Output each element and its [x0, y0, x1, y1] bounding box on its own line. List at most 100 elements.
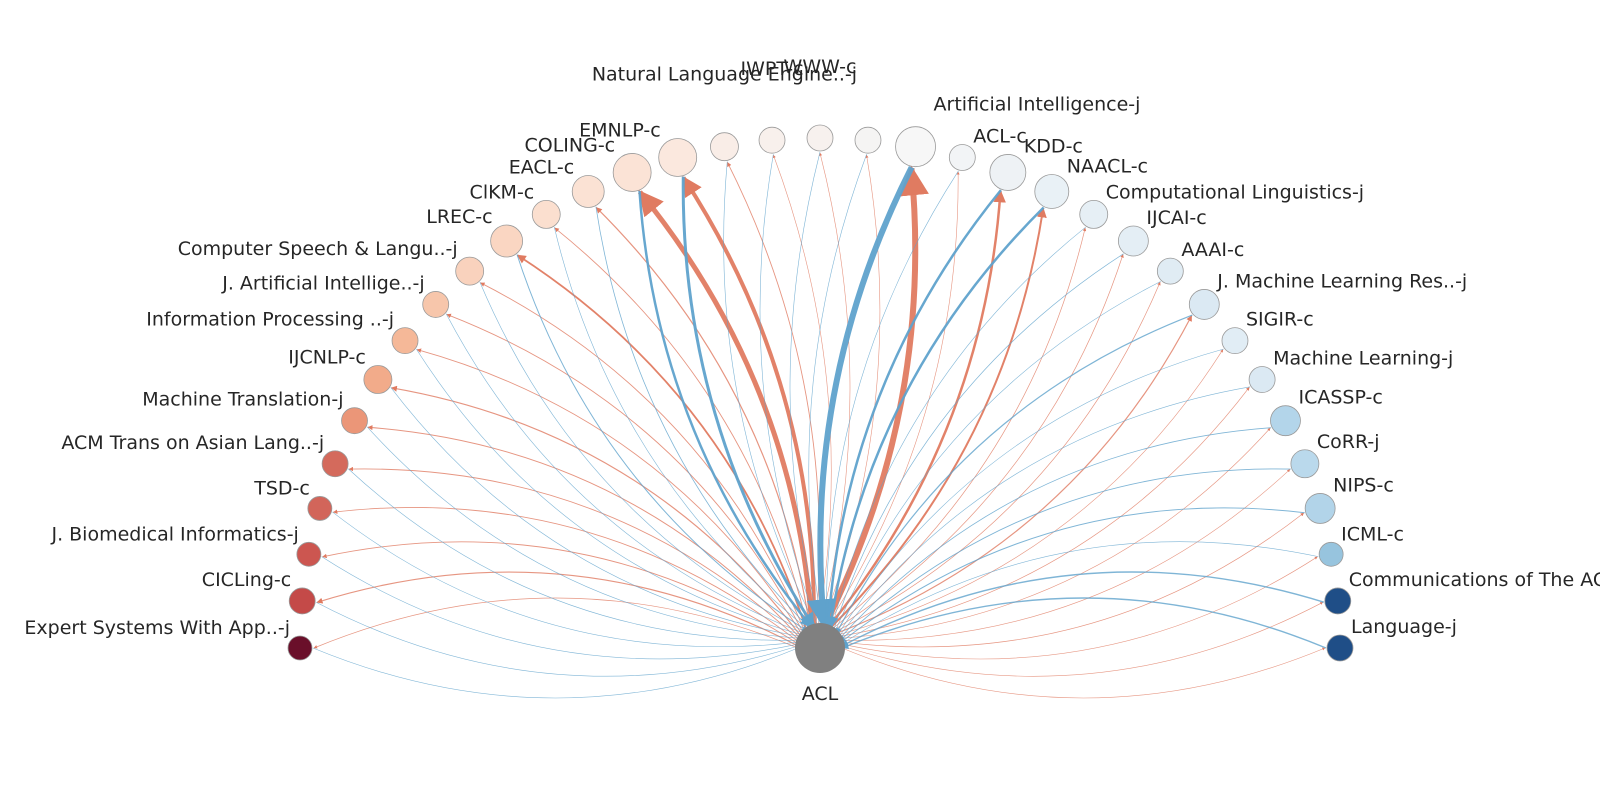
edge-out-language-j: [841, 647, 1326, 699]
node-ijcnlp-c[interactable]: [363, 365, 393, 394]
edge-out-computer-speech-langu-j: [480, 282, 806, 633]
edge-in-naacl-c: [825, 206, 1045, 630]
edge-out-information-processing-j: [416, 348, 803, 636]
node-label-natural-language-engine-j: Natural Language Engine..-j: [592, 64, 857, 86]
edge-in-j-artificial-intellige-j: [445, 313, 804, 634]
node-label-tsd-c: TSD-c: [253, 477, 310, 499]
node-communications-of-the-ac[interactable]: [1324, 587, 1352, 615]
node-label-lrec-c: LREC-c: [426, 206, 492, 228]
edge-in-icml-c: [841, 541, 1319, 645]
node-iwpt-c[interactable]: [758, 126, 786, 154]
node-tsd-c[interactable]: [307, 496, 333, 521]
edge-out-nips-c: [841, 512, 1305, 648]
node-label-icml-c: ICML-c: [1341, 523, 1404, 545]
node-label-clkm-c: ClKM-c: [470, 181, 535, 203]
edge-in-eacl-c: [595, 206, 811, 629]
edge-in-communications-of-the-ac: [841, 571, 1325, 647]
node-eacl-c[interactable]: [571, 175, 605, 208]
node-machine-learning-j[interactable]: [1248, 366, 1276, 393]
node-artificial-intelligence-j[interactable]: [895, 126, 936, 168]
edge-out-j-biomedical-informatics-j: [322, 541, 799, 645]
edge-in-emnlp-c: [681, 176, 816, 629]
node-acm-trans-on-asian-lang-j[interactable]: [321, 450, 349, 478]
center-node[interactable]: [795, 623, 845, 673]
edge-in-corr-j: [840, 468, 1291, 641]
edge-out-computational-linguistics-j: [831, 227, 1087, 630]
node-clkm-c[interactable]: [531, 199, 561, 229]
node-label-coling-c: COLING-c: [524, 134, 615, 156]
labels-layer: Expert Systems With App..-j CICLing-c J. B…: [24, 56, 1600, 639]
node-www-c[interactable]: [806, 124, 834, 152]
edge-in-expert-systems-with-app-j: [312, 647, 799, 699]
edge-out-iwpt-c: [772, 154, 832, 627]
edge-in-tsd-c: [332, 511, 800, 648]
edge-in-aaai-c: [834, 281, 1161, 633]
edge-in-ijcai-c: [832, 253, 1124, 631]
node-j-biomedical-informatics-j[interactable]: [296, 541, 322, 567]
node-aaai-c[interactable]: [1156, 257, 1184, 285]
nodes-layer: [287, 124, 1354, 662]
node-kdd-c[interactable]: [989, 154, 1027, 191]
node-j-artificial-intellige-j[interactable]: [422, 291, 450, 318]
node-computational-linguistics-j[interactable]: [1079, 199, 1109, 229]
node-corr-j[interactable]: [1290, 449, 1320, 479]
node-label-icassp-c: ICASSP-c: [1298, 387, 1382, 409]
edge-out-j-artificial-intellige-j: [446, 313, 804, 634]
node-coling-c[interactable]: [612, 153, 652, 192]
edge-out-naacl-c: [829, 207, 1047, 630]
node-information-processing-j[interactable]: [391, 327, 419, 355]
node-label-nips-c: NIPS-c: [1333, 474, 1394, 496]
edge-out-aaai-c: [834, 281, 1161, 633]
node-label-information-processing-j: Information Processing ..-j: [146, 309, 394, 331]
edge-in-natural-language-engine-j: [723, 161, 817, 627]
node-expert-systems-with-app-j[interactable]: [287, 635, 313, 661]
edge-out-communications-of-the-ac: [841, 602, 1324, 677]
edge-in-j-biomedical-informatics-j: [321, 556, 799, 660]
node-computer-speech-langu-j[interactable]: [455, 256, 485, 286]
node-label-machine-translation-j: Machine Translation-j: [142, 389, 343, 411]
node-naacl-c[interactable]: [1034, 174, 1070, 209]
node-label-eacl-c: EACL-c: [509, 156, 575, 178]
edge-out-acl-c: [825, 171, 960, 628]
edge-in-computational-linguistics-j: [830, 226, 1086, 630]
node-cicling-c[interactable]: [288, 587, 316, 615]
edge-in-information-processing-j: [416, 348, 803, 636]
node-label-j-machine-learning-res-j: J. Machine Learning Res..-j: [1216, 270, 1467, 292]
node-label-computer-speech-langu-j: Computer Speech & Langu..-j: [178, 238, 458, 260]
node-label-corr-j: CoRR-j: [1317, 431, 1380, 453]
node-icml-c[interactable]: [1318, 541, 1344, 567]
edge-in-acl-c: [824, 170, 959, 628]
node-label-j-artificial-intellige-j: J. Artificial Intellige..-j: [221, 272, 424, 294]
edge-out-sigir-c: [837, 349, 1224, 636]
node-language-j[interactable]: [1326, 634, 1354, 662]
edge-in-acm-trans-on-asian-lang-j: [347, 468, 800, 642]
edge-in-sigir-c: [837, 348, 1224, 636]
node-emnlp-c[interactable]: [658, 138, 698, 177]
edges-layer: [312, 151, 1327, 699]
node-unlabeled[interactable]: [854, 126, 882, 154]
edge-in-lrec-c: [516, 254, 807, 631]
edge-in-machine-learning-j: [838, 386, 1251, 637]
node-label-ijcai-c: IJCAI-c: [1146, 207, 1206, 229]
edge-in-www-c: [789, 151, 821, 627]
node-acl-c[interactable]: [948, 144, 976, 171]
edge-out-lrec-c: [516, 254, 808, 631]
node-ijcai-c[interactable]: [1117, 225, 1149, 257]
node-j-machine-learning-res-j[interactable]: [1188, 289, 1220, 320]
edge-in-coling-c: [638, 190, 813, 629]
node-label-emnlp-c: EMNLP-c: [579, 119, 661, 141]
node-natural-language-engine-j[interactable]: [710, 132, 739, 162]
edge-out-cicling-c: [316, 571, 799, 647]
edge-out-expert-systems-with-app-j: [313, 597, 799, 649]
edge-out-ijcai-c: [833, 254, 1124, 631]
node-nips-c[interactable]: [1304, 493, 1336, 524]
node-lrec-c[interactable]: [490, 224, 524, 258]
node-icassp-c[interactable]: [1270, 405, 1301, 437]
node-label-artificial-intelligence-j: Artificial Intelligence-j: [934, 94, 1141, 116]
edge-out-acm-trans-on-asian-lang-j: [348, 466, 800, 641]
edge-out-coling-c: [637, 190, 815, 628]
edge-out-tsd-c: [332, 507, 800, 643]
node-machine-translation-j[interactable]: [341, 407, 368, 435]
node-sigir-c[interactable]: [1221, 327, 1249, 355]
node-label-machine-learning-j: Machine Learning-j: [1273, 348, 1453, 370]
